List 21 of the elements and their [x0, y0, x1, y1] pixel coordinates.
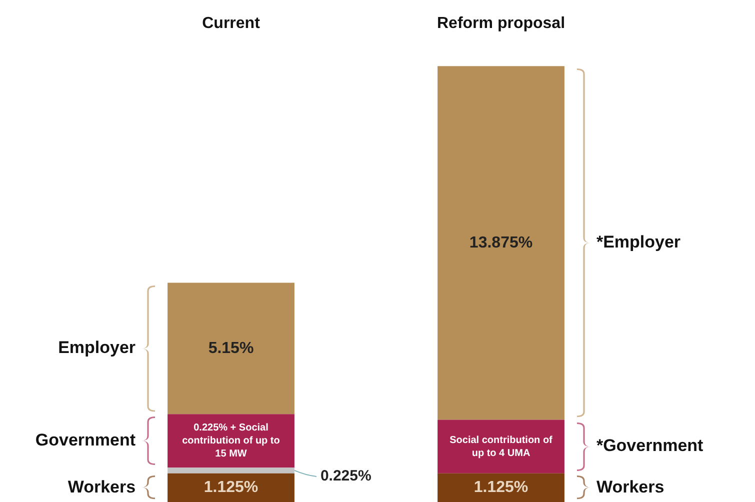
annotation: Workers [596, 477, 664, 496]
data-label: 1.125% [474, 479, 528, 496]
annotation: Employer [58, 338, 136, 358]
bar [168, 468, 294, 474]
x-tick-label: Reform proposal [436, 15, 566, 32]
data-label: 0.225% [320, 468, 372, 485]
bar [438, 473, 564, 502]
annotation: *Employer [596, 232, 681, 252]
data-label: 13.875% [469, 234, 533, 252]
annotation: Workers [68, 477, 136, 496]
annotation: *Government [596, 436, 704, 456]
x-tick-label: Current [202, 15, 261, 32]
annotation: 0.225% + Social contribution of up to 15 MW [182, 422, 280, 460]
data-label: 5.15% [208, 340, 254, 357]
annotation: Government [35, 430, 136, 450]
annotation: Social contribution of up to 4 UMA [450, 434, 554, 459]
data-label: 1.125% [204, 479, 258, 496]
bar [438, 66, 564, 420]
bar [168, 282, 294, 414]
bar [438, 420, 564, 474]
bar [168, 473, 294, 502]
